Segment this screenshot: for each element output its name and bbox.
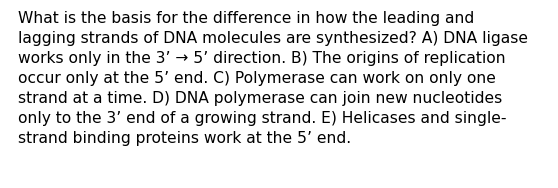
Text: What is the basis for the difference in how the leading and
lagging strands of D: What is the basis for the difference in … <box>18 11 528 146</box>
